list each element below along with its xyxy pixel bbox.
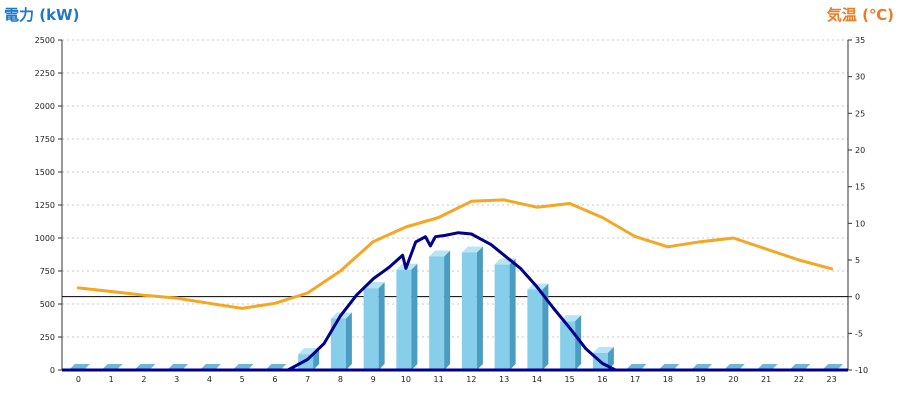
x-tick-label: 3 bbox=[174, 375, 179, 384]
x-tick-label: 2 bbox=[141, 375, 146, 384]
bar bbox=[396, 263, 418, 370]
left-tick-label: 250 bbox=[40, 333, 55, 342]
left-tick-label: 500 bbox=[40, 300, 55, 309]
left-tick-label: 1750 bbox=[35, 135, 55, 144]
x-tick-label: 23 bbox=[827, 375, 837, 384]
bar bbox=[527, 283, 549, 370]
left-tick-label: 1250 bbox=[35, 201, 55, 210]
x-tick-label: 21 bbox=[761, 375, 771, 384]
bar bbox=[363, 282, 385, 370]
x-tick-label: 12 bbox=[466, 375, 476, 384]
right-tick-label: -10 bbox=[855, 366, 868, 375]
right-tick-label: 15 bbox=[855, 183, 865, 192]
x-tick-label: 4 bbox=[207, 375, 212, 384]
left-tick-label: 750 bbox=[40, 267, 55, 276]
temperature-line bbox=[76, 198, 834, 310]
bar bbox=[494, 258, 516, 370]
right-tick-label: 5 bbox=[855, 256, 860, 265]
x-tick-label: 5 bbox=[240, 375, 245, 384]
right-tick-label: -5 bbox=[855, 329, 863, 338]
x-tick-label: 14 bbox=[532, 375, 542, 384]
right-tick-label: 25 bbox=[855, 109, 865, 118]
x-tick-label: 13 bbox=[499, 375, 509, 384]
bar bbox=[461, 246, 483, 370]
left-tick-label: 0 bbox=[50, 366, 55, 375]
bar bbox=[330, 312, 352, 370]
power-line bbox=[286, 231, 617, 372]
x-tick-label: 19 bbox=[696, 375, 706, 384]
x-tick-label: 10 bbox=[401, 375, 411, 384]
right-tick-label: 35 bbox=[855, 36, 865, 45]
x-tick-label: 20 bbox=[728, 375, 738, 384]
right-tick-label: 30 bbox=[855, 73, 865, 82]
x-tick-label: 9 bbox=[371, 375, 376, 384]
x-tick-label: 17 bbox=[630, 375, 640, 384]
x-tick-label: 0 bbox=[76, 375, 81, 384]
x-tick-label: 18 bbox=[663, 375, 673, 384]
left-axis-title: 電力 (kW) bbox=[4, 6, 80, 24]
right-axis-title: 気温 (℃) bbox=[826, 6, 894, 24]
x-tick-label: 8 bbox=[338, 375, 343, 384]
left-tick-label: 1500 bbox=[35, 168, 55, 177]
x-tick-label: 11 bbox=[434, 375, 444, 384]
x-tick-label: 6 bbox=[272, 375, 277, 384]
bar bbox=[429, 250, 451, 370]
right-tick-label: 10 bbox=[855, 219, 865, 228]
x-tick-label: 7 bbox=[305, 375, 310, 384]
x-tick-label: 1 bbox=[109, 375, 114, 384]
left-tick-label: 2250 bbox=[35, 69, 55, 78]
left-tick-label: 2500 bbox=[35, 36, 55, 45]
x-tick-label: 16 bbox=[597, 375, 607, 384]
x-tick-label: 15 bbox=[565, 375, 575, 384]
left-tick-label: 2000 bbox=[35, 102, 55, 111]
right-tick-label: 0 bbox=[855, 293, 860, 302]
right-tick-label: 20 bbox=[855, 146, 865, 155]
left-tick-label: 1000 bbox=[35, 234, 55, 243]
x-tick-label: 22 bbox=[794, 375, 804, 384]
bar bbox=[560, 315, 582, 370]
